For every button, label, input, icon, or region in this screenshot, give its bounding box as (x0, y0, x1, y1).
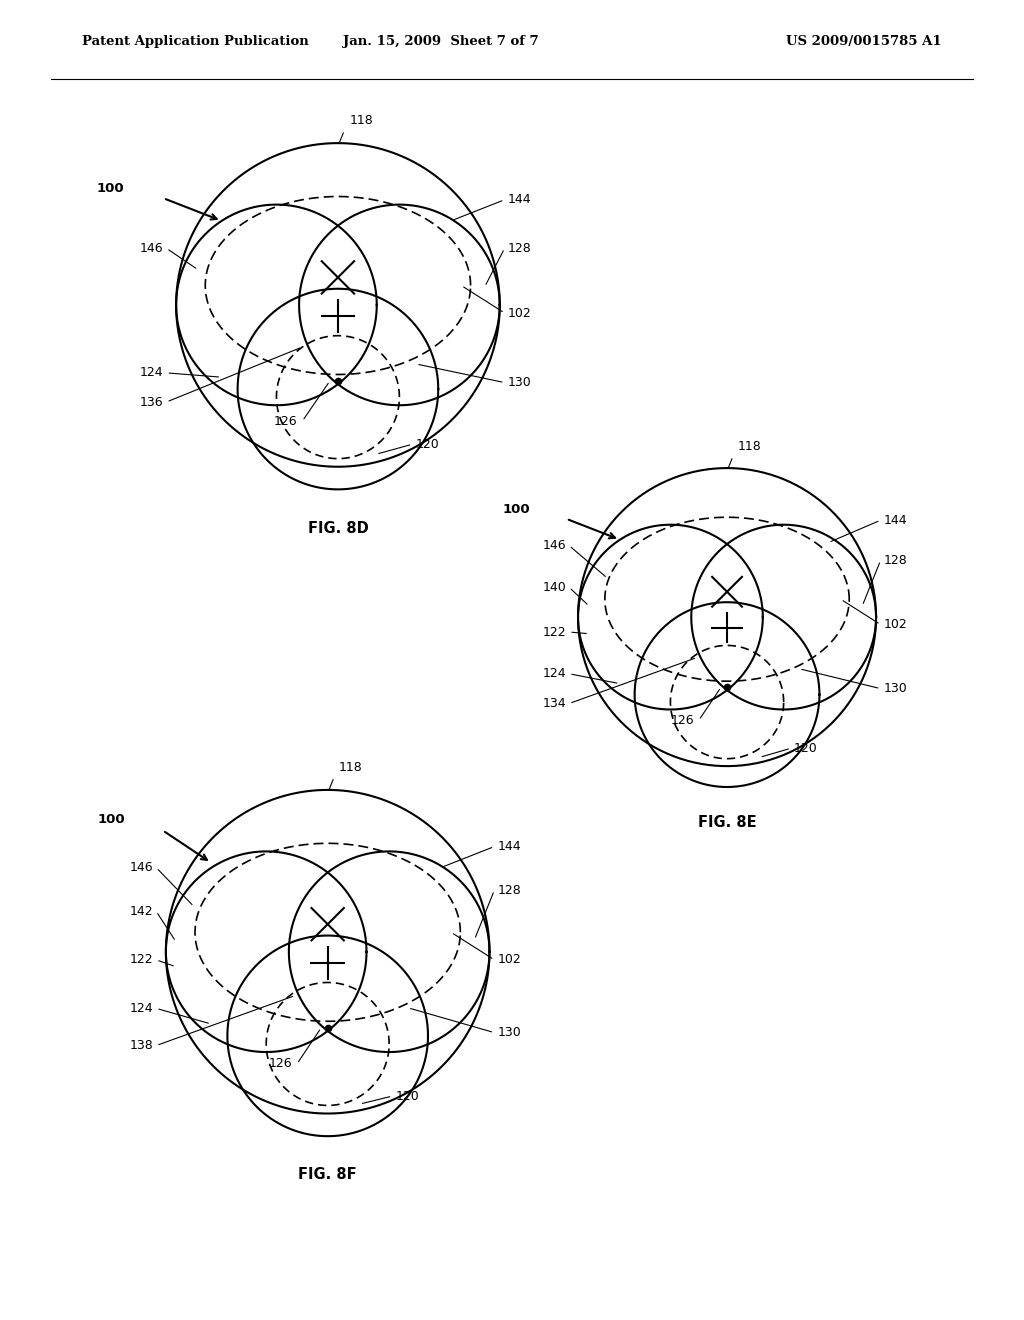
Text: 120: 120 (794, 742, 818, 755)
Text: 130: 130 (884, 682, 907, 696)
Text: 144: 144 (884, 513, 907, 527)
Text: 126: 126 (671, 714, 694, 727)
Text: 142: 142 (129, 904, 153, 917)
Text: 138: 138 (129, 1039, 153, 1052)
Text: 146: 146 (543, 539, 566, 552)
Text: 100: 100 (98, 813, 125, 825)
Text: FIG. 8D: FIG. 8D (307, 520, 369, 536)
Text: 118: 118 (737, 440, 761, 453)
Text: Jan. 15, 2009  Sheet 7 of 7: Jan. 15, 2009 Sheet 7 of 7 (342, 36, 539, 48)
Text: FIG. 8F: FIG. 8F (298, 1167, 357, 1183)
Text: 124: 124 (543, 667, 566, 680)
Text: US 2009/0015785 A1: US 2009/0015785 A1 (786, 36, 942, 48)
Text: 120: 120 (416, 438, 439, 450)
Text: 102: 102 (498, 953, 521, 966)
Text: 102: 102 (884, 618, 907, 631)
Text: 146: 146 (139, 242, 163, 255)
Text: 122: 122 (129, 953, 153, 966)
Text: 118: 118 (339, 760, 362, 774)
Text: 118: 118 (349, 114, 373, 127)
Text: 124: 124 (129, 1002, 153, 1015)
Text: 128: 128 (884, 554, 907, 568)
Text: 100: 100 (96, 182, 124, 195)
Text: 130: 130 (508, 376, 531, 389)
Text: 102: 102 (508, 306, 531, 319)
Text: 146: 146 (129, 861, 153, 874)
Text: 136: 136 (139, 396, 163, 408)
Text: 144: 144 (498, 840, 521, 853)
Text: FIG. 8E: FIG. 8E (697, 814, 757, 830)
Text: 130: 130 (498, 1026, 521, 1039)
Text: 128: 128 (498, 883, 521, 896)
Text: 140: 140 (543, 581, 566, 594)
Text: 126: 126 (273, 414, 297, 428)
Text: 128: 128 (508, 242, 531, 255)
Text: 144: 144 (508, 193, 531, 206)
Text: 122: 122 (543, 626, 566, 639)
Text: Patent Application Publication: Patent Application Publication (82, 36, 308, 48)
Text: 134: 134 (543, 697, 566, 710)
Text: 124: 124 (139, 367, 163, 379)
Text: 120: 120 (395, 1089, 420, 1102)
Text: 126: 126 (268, 1057, 292, 1071)
Text: 100: 100 (503, 503, 530, 516)
